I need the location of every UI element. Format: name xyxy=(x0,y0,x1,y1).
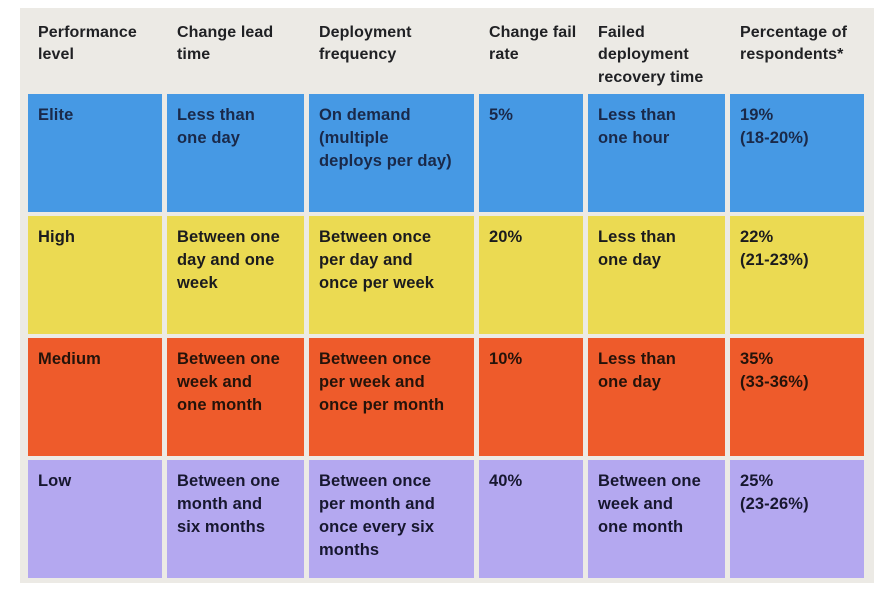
cell-elite-frequency: On demand (multiple deploys per day) xyxy=(309,94,474,212)
cell-elite-respondents: 19% (18-20%) xyxy=(730,94,864,212)
cell-elite-lead-time: Less than one day xyxy=(167,94,304,212)
header-percentage-of-respondents: Percentage of respondents* xyxy=(740,24,848,64)
cell-low-level: Low xyxy=(28,460,162,578)
cell-elite-recovery-time: Less than one hour xyxy=(588,94,725,212)
cell-high-level: High xyxy=(28,216,162,334)
cell-medium-lead-time: Between one week and one month xyxy=(167,338,304,456)
cell-medium-frequency: Between once per week and once per month xyxy=(309,338,474,456)
cell-high-recovery-time: Less than one day xyxy=(588,216,725,334)
cell-low-fail-rate: 40% xyxy=(479,460,583,578)
header-failed-deployment-recovery-time: Failed deployment recovery time xyxy=(598,24,704,86)
header-change-fail-rate: Change fail rate xyxy=(489,24,577,64)
cell-medium-level: Medium xyxy=(28,338,162,456)
cell-high-lead-time: Between one day and one week xyxy=(167,216,304,334)
table-grid: Performance level Change lead time Deplo… xyxy=(28,16,866,578)
cell-elite-fail-rate: 5% xyxy=(479,94,583,212)
header-deployment-frequency: Deployment frequency xyxy=(319,24,412,64)
cell-high-respondents: 22% (21-23%) xyxy=(730,216,864,334)
header-change-lead-time: Change lead time xyxy=(177,24,274,64)
header-performance-level: Performance level xyxy=(38,24,137,64)
cell-low-frequency: Between once per month and once every si… xyxy=(309,460,474,578)
dora-performance-table: Performance level Change lead time Deplo… xyxy=(20,8,874,583)
cell-high-frequency: Between once per day and once per week xyxy=(309,216,474,334)
cell-low-recovery-time: Between one week and one month xyxy=(588,460,725,578)
cell-high-fail-rate: 20% xyxy=(479,216,583,334)
cell-medium-recovery-time: Less than one day xyxy=(588,338,725,456)
cell-low-lead-time: Between one month and six months xyxy=(167,460,304,578)
cell-low-respondents: 25% (23-26%) xyxy=(730,460,864,578)
cell-medium-fail-rate: 10% xyxy=(479,338,583,456)
cell-elite-level: Elite xyxy=(28,94,162,212)
cell-medium-respondents: 35% (33-36%) xyxy=(730,338,864,456)
